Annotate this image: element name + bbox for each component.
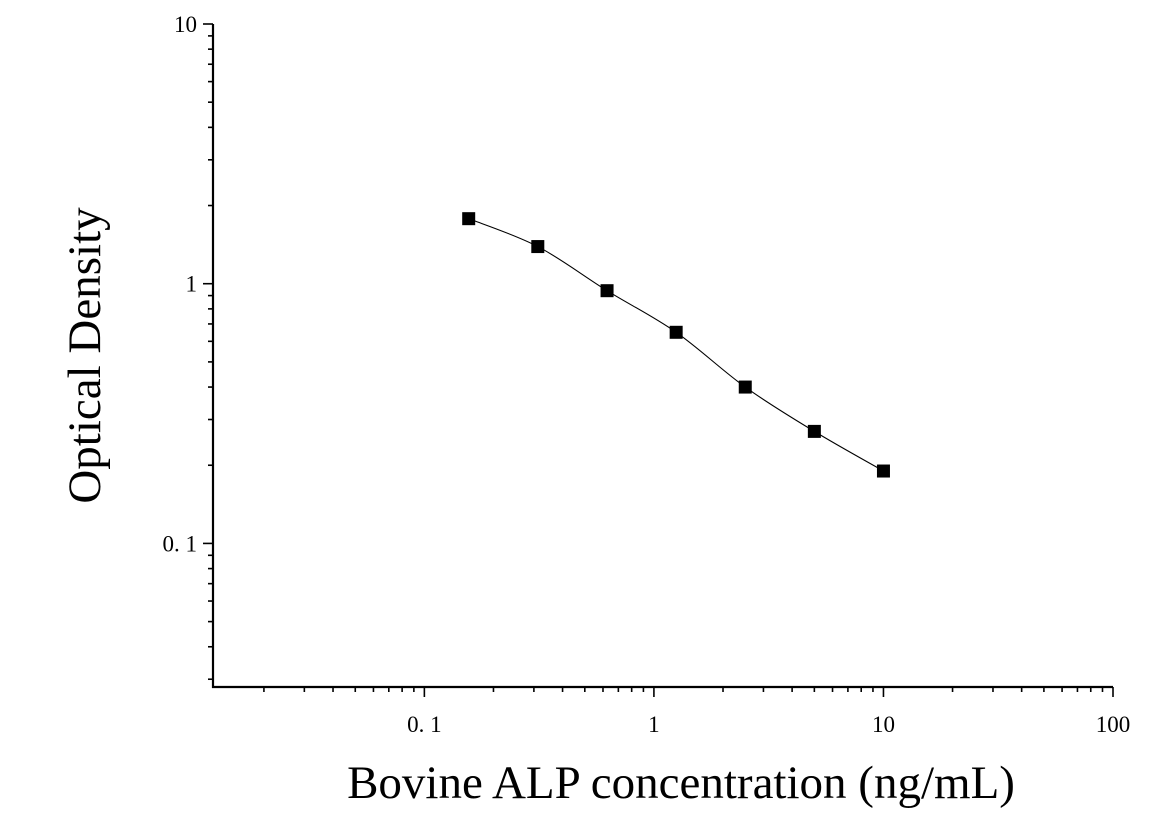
- x-tick-labels: 0. 1 1 10 100: [407, 712, 1130, 737]
- data-point-marker: [876, 464, 890, 478]
- data-points: [462, 212, 890, 478]
- data-point-marker: [600, 284, 614, 298]
- data-point-marker: [669, 325, 683, 339]
- x-tick-label: 10: [872, 712, 895, 737]
- y-axis-title: Optical Density: [59, 207, 111, 504]
- x-tick-label: 1: [648, 712, 660, 737]
- x-tick-label: 0. 1: [407, 712, 442, 737]
- x-major-ticks: [423, 687, 1114, 697]
- data-point-marker: [807, 424, 821, 438]
- y-tick-label: 1: [186, 272, 198, 297]
- y-tick-label: 10: [174, 12, 197, 37]
- data-point-marker: [531, 240, 545, 254]
- data-point-marker: [738, 380, 752, 394]
- fit-curve: [468, 218, 884, 472]
- y-major-ticks: [203, 23, 213, 545]
- data-point-marker: [462, 212, 476, 226]
- x-tick-label: 100: [1096, 712, 1131, 737]
- x-axis-title: Bovine ALP concentration (ng/mL): [347, 757, 1015, 809]
- y-tick-labels: 0. 1 1 10: [163, 12, 198, 556]
- y-tick-label: 0. 1: [163, 531, 198, 556]
